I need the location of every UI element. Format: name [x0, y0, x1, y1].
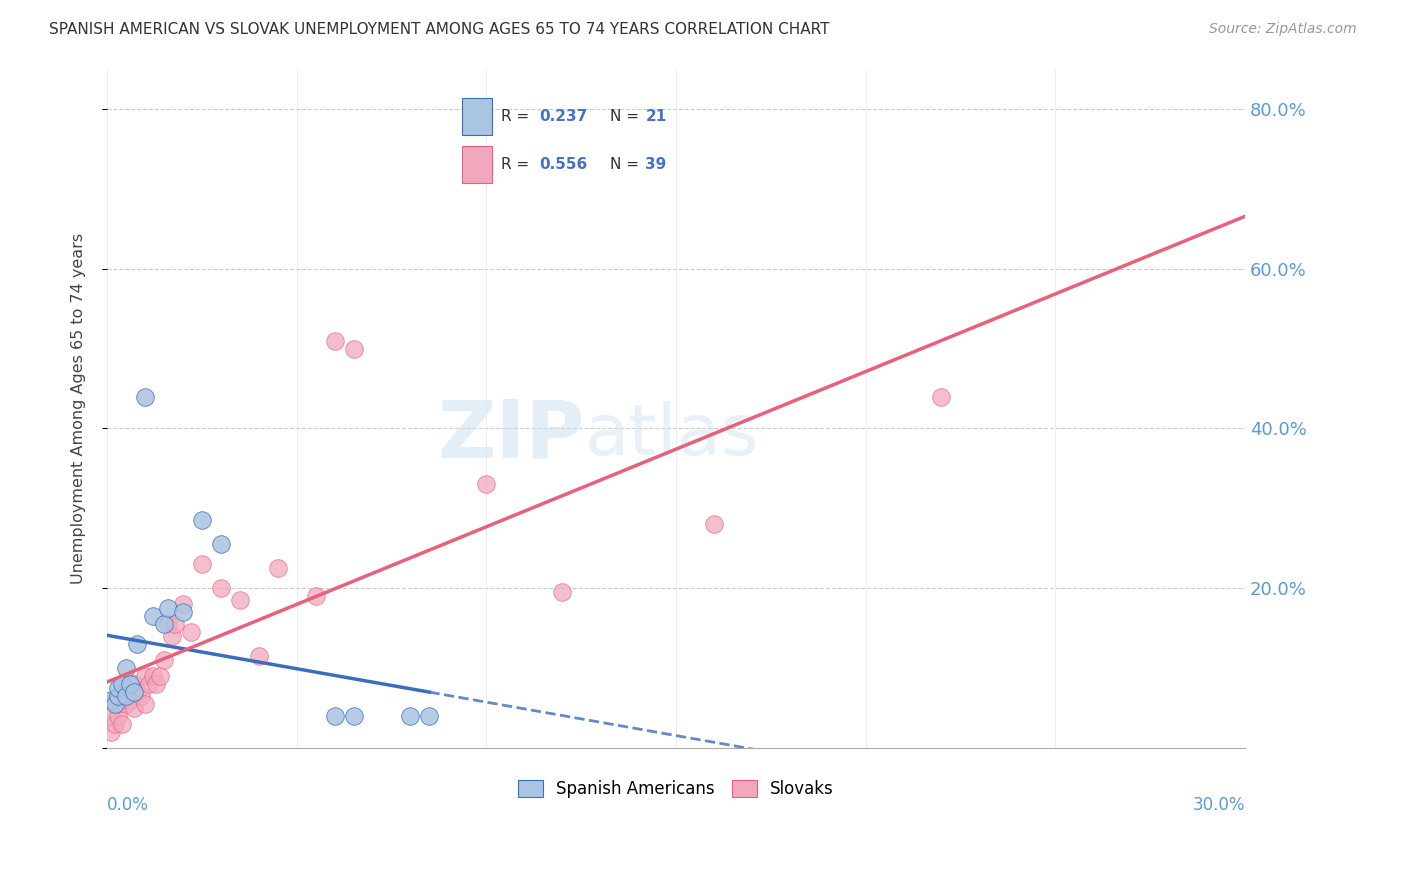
Point: [165, 617, 187, 632]
Point: [100, 693, 122, 707]
Point: [305, 590, 328, 604]
Point: [104, 717, 127, 731]
Point: [100, 725, 122, 739]
Point: [229, 593, 252, 607]
Point: [145, 677, 167, 691]
Point: [104, 698, 127, 712]
Point: [153, 653, 176, 667]
Y-axis label: Unemployment Among Ages 65 to 74 years: Unemployment Among Ages 65 to 74 years: [72, 233, 86, 584]
Point: [127, 685, 149, 699]
Point: [323, 709, 346, 723]
Point: [149, 669, 172, 683]
Point: [267, 561, 290, 575]
Text: atlas: atlas: [585, 401, 759, 470]
Point: [172, 606, 194, 620]
Point: [399, 709, 422, 723]
Point: [156, 617, 179, 632]
Point: [111, 717, 134, 731]
Point: [418, 709, 440, 723]
Point: [107, 709, 129, 723]
Text: Source: ZipAtlas.com: Source: ZipAtlas.com: [1209, 22, 1357, 37]
Point: [138, 677, 160, 691]
Point: [100, 709, 122, 723]
Point: [342, 709, 364, 723]
Text: SPANISH AMERICAN VS SLOVAK UNEMPLOYMENT AMONG AGES 65 TO 74 YEARS CORRELATION CH: SPANISH AMERICAN VS SLOVAK UNEMPLOYMENT …: [49, 22, 830, 37]
Point: [475, 477, 498, 491]
Point: [142, 669, 165, 683]
Point: [122, 677, 145, 691]
Point: [247, 649, 270, 664]
Point: [122, 701, 145, 715]
Point: [160, 630, 183, 644]
Point: [191, 514, 214, 528]
Point: [931, 390, 953, 404]
Point: [107, 698, 129, 712]
Legend: Spanish Americans, Slovaks: Spanish Americans, Slovaks: [512, 773, 841, 805]
Point: [142, 609, 165, 624]
Point: [156, 601, 179, 615]
Point: [111, 685, 134, 699]
Point: [134, 669, 156, 683]
Point: [134, 698, 156, 712]
Point: [104, 693, 127, 707]
Point: [551, 585, 574, 599]
Point: [180, 625, 202, 640]
Point: [115, 661, 138, 675]
Point: [134, 390, 156, 404]
Point: [209, 582, 232, 596]
Text: ZIP: ZIP: [437, 397, 585, 475]
Point: [115, 698, 138, 712]
Point: [703, 517, 725, 532]
Point: [323, 334, 346, 348]
Point: [191, 558, 214, 572]
Text: 0.0%: 0.0%: [107, 796, 149, 814]
Text: 30.0%: 30.0%: [1192, 796, 1244, 814]
Point: [122, 685, 145, 699]
Point: [153, 617, 176, 632]
Point: [342, 342, 364, 356]
Point: [115, 681, 138, 696]
Point: [172, 598, 194, 612]
Point: [111, 677, 134, 691]
Point: [118, 693, 141, 707]
Point: [107, 690, 129, 704]
Point: [107, 681, 129, 696]
Point: [127, 638, 149, 652]
Point: [118, 677, 141, 691]
Point: [115, 690, 138, 704]
Point: [209, 537, 232, 551]
Point: [129, 690, 152, 704]
